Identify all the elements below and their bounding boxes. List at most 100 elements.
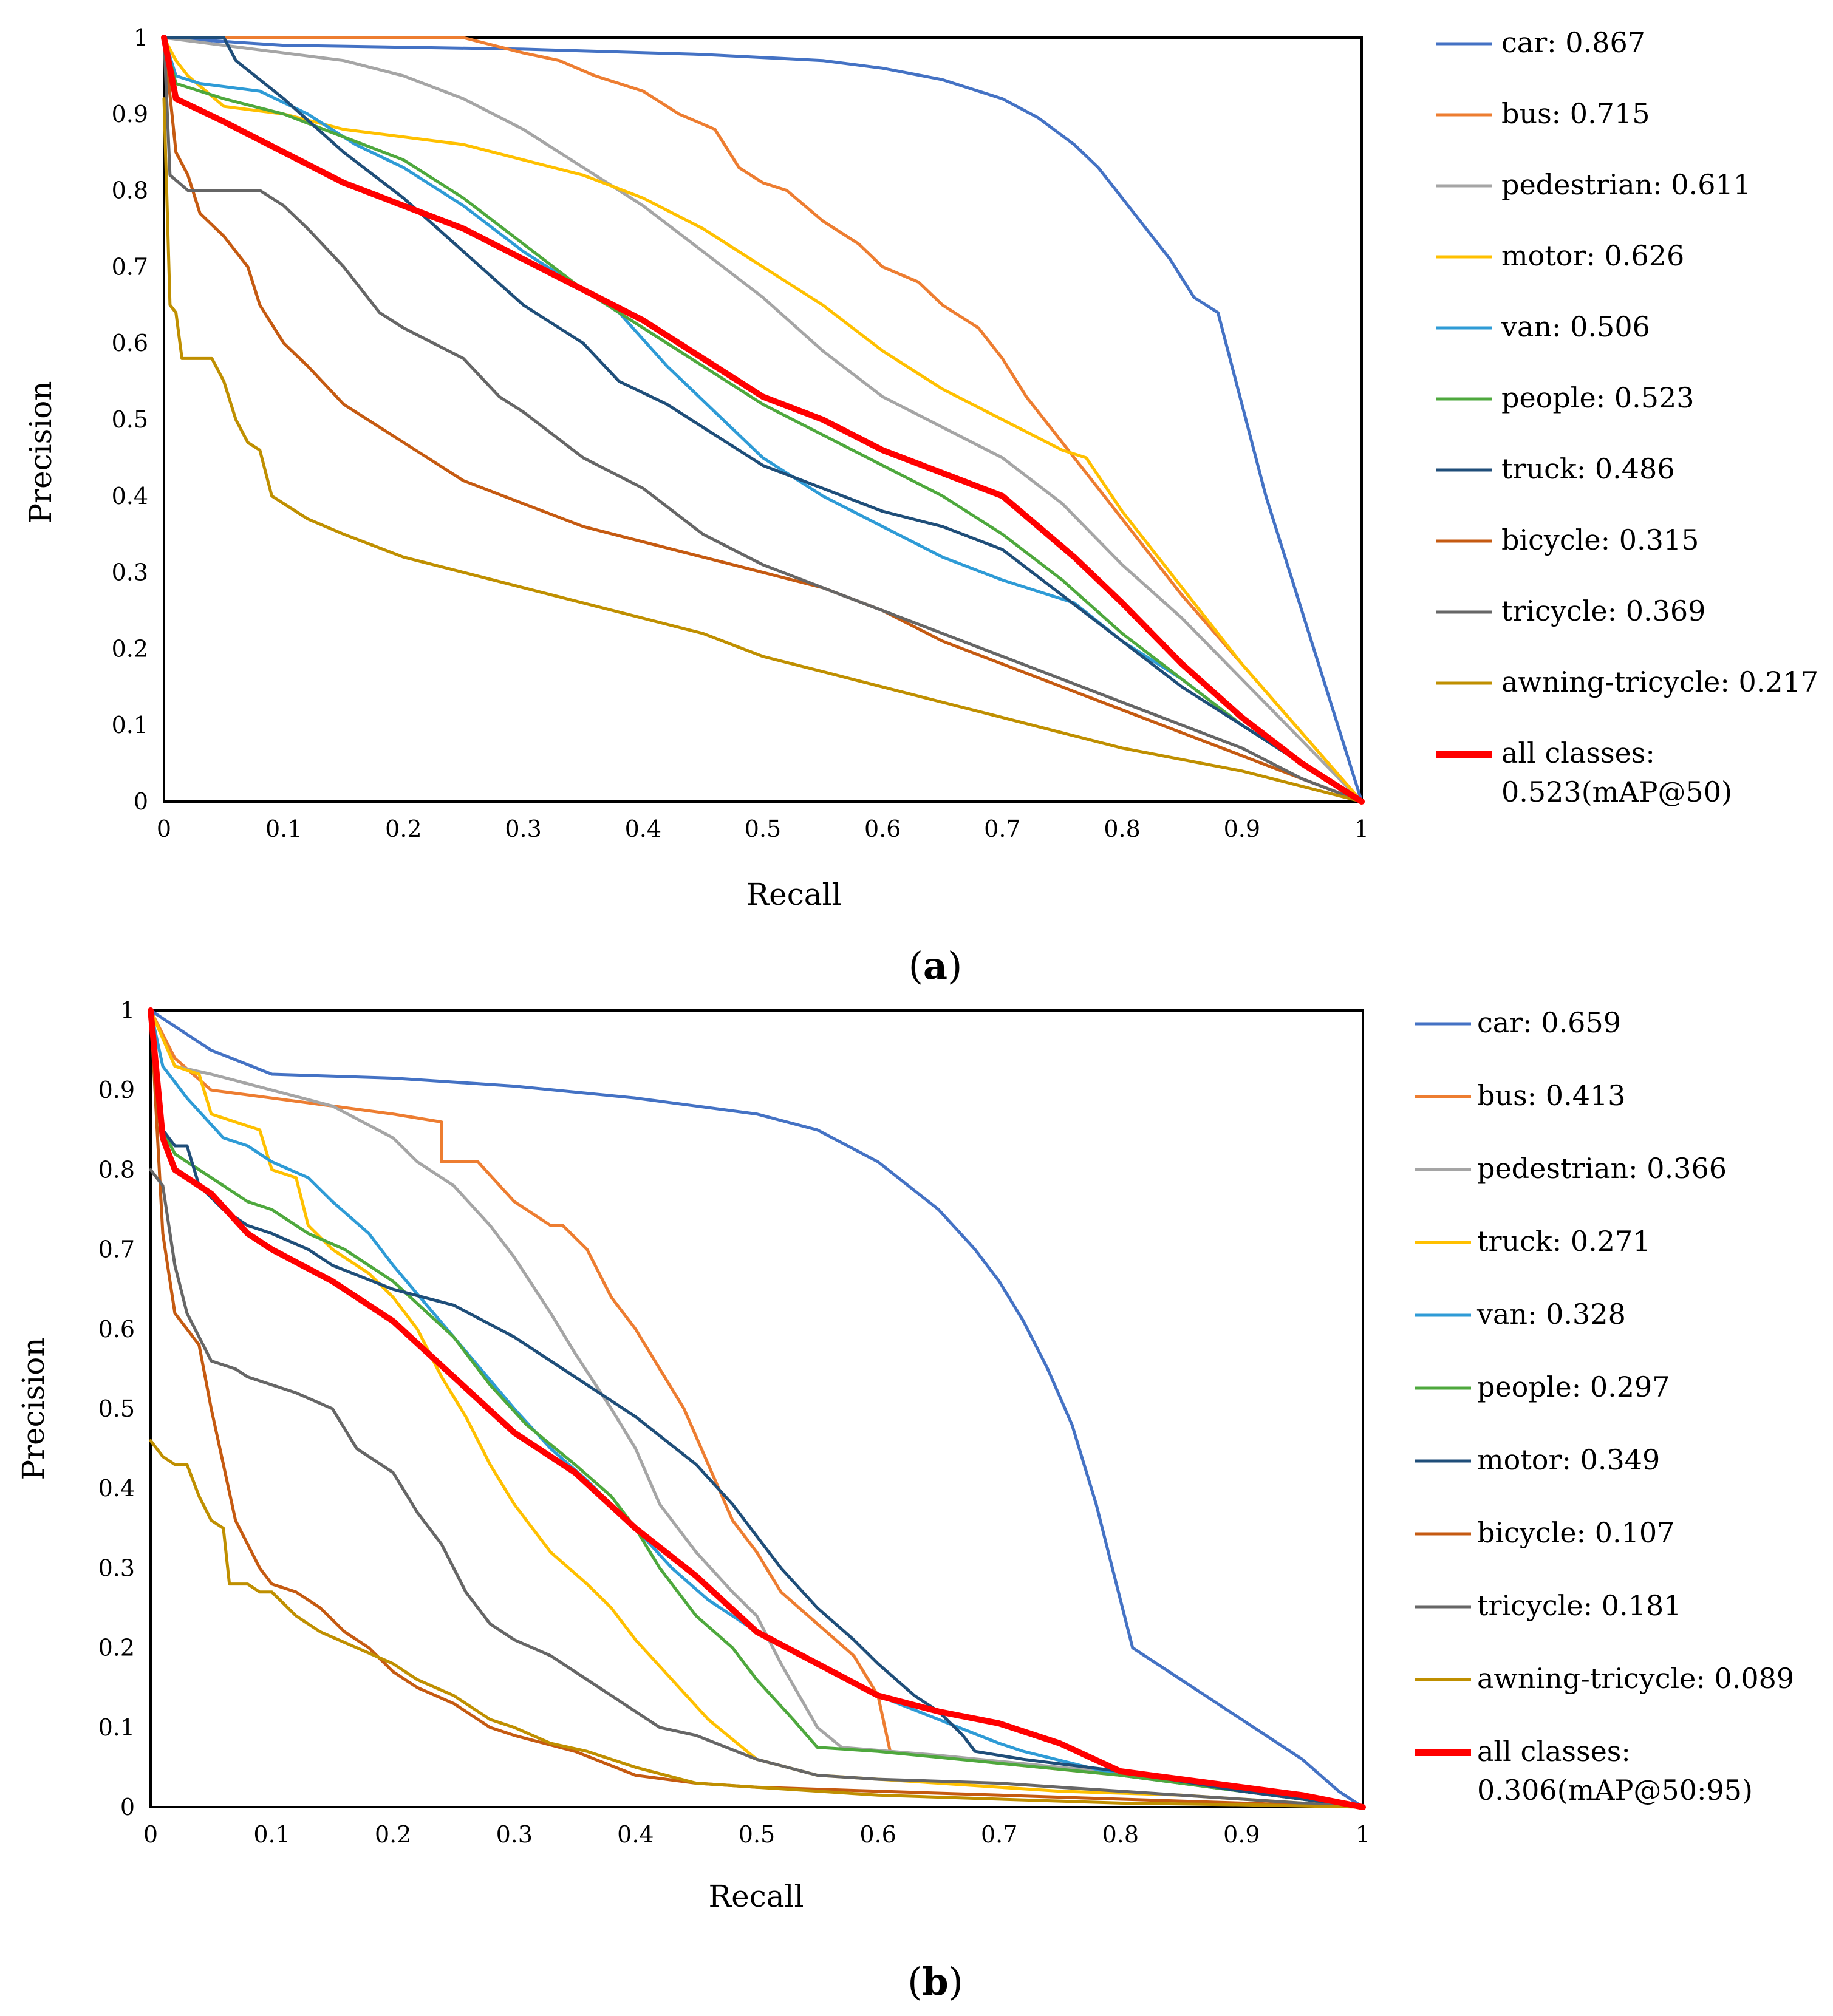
legend-label-bicycle: bicycle: 0.315 bbox=[1501, 523, 1699, 556]
legend-label-tricycle: tricycle: 0.369 bbox=[1501, 594, 1705, 627]
y-tick-label: 0.9 bbox=[98, 1077, 135, 1103]
legend-label-all-classes: all classes: bbox=[1501, 737, 1655, 769]
y-tick-label: 0.8 bbox=[98, 1156, 135, 1183]
chart-panel-b: 0 0.1 0.2 0.3 0.4 0.5 0.6 0.7 0.8 0.9 1 0 0.1 0.2 0.3… bbox=[16, 997, 1794, 2004]
y-tick-label: 0.5 bbox=[112, 406, 148, 433]
legend-label-people: people: 0.523 bbox=[1501, 381, 1695, 414]
x-tick-label: 0.6 bbox=[859, 1821, 896, 1848]
y-tick-label: 0.3 bbox=[98, 1555, 135, 1581]
legend-label-truck: truck: 0.271 bbox=[1477, 1225, 1651, 1258]
y-tick-label: 0.3 bbox=[112, 559, 148, 586]
x-tick-label: 0.4 bbox=[617, 1821, 654, 1848]
y-axis-title-a: Precision bbox=[23, 381, 58, 523]
legend-label-people: people: 0.297 bbox=[1477, 1371, 1670, 1403]
x-tick-label: 0.3 bbox=[496, 1821, 533, 1848]
y-tick-label: 0.7 bbox=[98, 1236, 135, 1263]
legend-label-pedestrian: pedestrian: 0.366 bbox=[1477, 1152, 1727, 1185]
legend-label-awning-tricycle: awning-tricycle: 0.089 bbox=[1477, 1662, 1794, 1695]
legend-label-car: car: 0.659 bbox=[1477, 1006, 1621, 1039]
x-tick-label: 0.4 bbox=[625, 816, 661, 842]
x-axis-title-a: Recall bbox=[746, 877, 841, 912]
y-tick-label: 0.4 bbox=[98, 1475, 135, 1502]
series-line-car bbox=[162, 36, 1364, 803]
legend-label-car: car: 0.867 bbox=[1501, 26, 1645, 59]
legend-b: car: 0.659 bus: 0.413 pedestrian: 0.366 tru… bbox=[1415, 1006, 1794, 1807]
y-tick-label: 0.8 bbox=[112, 177, 148, 204]
series-line-truck bbox=[162, 36, 1364, 803]
x-tick-label: 0.3 bbox=[505, 816, 541, 842]
x-tick-label: 0.6 bbox=[864, 816, 901, 842]
x-tick-label: 0.5 bbox=[745, 816, 781, 842]
x-tick-label: 0.1 bbox=[253, 1821, 290, 1848]
series-line-awning-tricycle bbox=[162, 97, 1364, 803]
x-tick-label: 0.2 bbox=[375, 1821, 411, 1848]
y-tick-label: 0.1 bbox=[112, 712, 148, 738]
legend-label-motor: motor: 0.626 bbox=[1501, 239, 1684, 272]
x-tick-label: 0.1 bbox=[265, 816, 302, 842]
legend-label-all-classes-line2: 0.523(mAP@50) bbox=[1501, 775, 1732, 808]
x-tick-label: 1 bbox=[1354, 816, 1369, 842]
y-tick-label: 0.9 bbox=[112, 101, 148, 128]
y-tick-label: 1 bbox=[134, 24, 148, 51]
x-tick-label: 0.2 bbox=[385, 816, 422, 842]
legend-label-bicycle: bicycle: 0.107 bbox=[1477, 1516, 1674, 1549]
x-tick-label: 0 bbox=[157, 816, 171, 842]
legend-label-awning-tricycle: awning-tricycle: 0.217 bbox=[1501, 666, 1818, 698]
x-tick-label: 0.8 bbox=[1104, 816, 1140, 842]
series-line-van bbox=[149, 1009, 1365, 1809]
y-tick-label: 0 bbox=[120, 1794, 135, 1820]
legend-label-tricycle: tricycle: 0.181 bbox=[1477, 1589, 1681, 1622]
y-tick-label: 0.2 bbox=[112, 635, 148, 662]
series-line-all-classes bbox=[148, 1007, 1366, 1810]
legend-label-van: van: 0.328 bbox=[1476, 1298, 1626, 1330]
series-line-bus bbox=[149, 1009, 1365, 1809]
y-tick-label: 0.5 bbox=[98, 1395, 135, 1422]
series-line-all-classes bbox=[161, 35, 1365, 805]
legend-label-pedestrian: pedestrian: 0.611 bbox=[1501, 168, 1751, 201]
series-line-pedestrian bbox=[162, 36, 1364, 803]
series-line-bus bbox=[162, 36, 1364, 803]
x-tick-label: 0 bbox=[143, 1821, 158, 1848]
x-tick-labels-a: 0 0.1 0.2 0.3 0.4 0.5 0.6 0.7 0.8 0.9 1 bbox=[157, 816, 1369, 842]
series-line-tricycle bbox=[149, 1168, 1365, 1809]
y-tick-label: 0.7 bbox=[112, 253, 148, 280]
chart-panel-a: 0 0.1 0.2 0.3 0.4 0.5 0.6 0.7 0.8 0.9 1 0 0.1 0.2 0.3… bbox=[23, 24, 1818, 988]
legend-label-bus: bus: 0.413 bbox=[1477, 1079, 1626, 1112]
series-line-bicycle bbox=[162, 36, 1364, 803]
series-layer-a bbox=[161, 35, 1365, 805]
y-tick-label: 0.1 bbox=[98, 1714, 135, 1741]
plot-frame-a bbox=[163, 36, 1363, 803]
y-tick-label: 0.4 bbox=[112, 483, 148, 509]
legend-label-all-classes-line2: 0.306(mAP@50:95) bbox=[1477, 1774, 1753, 1807]
y-axis-title-b: Precision bbox=[16, 1337, 51, 1480]
series-line-tricycle bbox=[162, 36, 1364, 803]
series-line-car bbox=[149, 1009, 1365, 1809]
y-tick-label: 0.2 bbox=[98, 1635, 135, 1661]
legend-label-all-classes: all classes: bbox=[1477, 1735, 1631, 1768]
series-line-pedestrian bbox=[149, 1009, 1365, 1809]
y-tick-label: 0.6 bbox=[112, 330, 148, 356]
y-tick-labels-a: 0 0.1 0.2 0.3 0.4 0.5 0.6 0.7 0.8 0.9 1 bbox=[112, 24, 148, 815]
legend-label-bus: bus: 0.715 bbox=[1501, 97, 1650, 130]
series-line-people bbox=[149, 1009, 1365, 1809]
y-tick-label: 0 bbox=[134, 788, 148, 815]
legend-label-van: van: 0.506 bbox=[1501, 310, 1650, 343]
panel-caption-b: (b) bbox=[907, 1960, 963, 2004]
x-tick-label: 0.7 bbox=[984, 816, 1020, 842]
y-tick-labels-b: 0 0.1 0.2 0.3 0.4 0.5 0.6 0.7 0.8 0.9 1 bbox=[98, 997, 135, 1820]
x-tick-labels-b: 0 0.1 0.2 0.3 0.4 0.5 0.6 0.7 0.8 0.9 1 bbox=[143, 1821, 1370, 1848]
x-axis-title-b: Recall bbox=[708, 1879, 804, 1914]
x-tick-label: 0.7 bbox=[981, 1821, 1017, 1848]
legend-label-truck: truck: 0.486 bbox=[1501, 452, 1675, 485]
plot-frame-b bbox=[149, 1009, 1364, 1808]
legend-label-motor: motor: 0.349 bbox=[1477, 1443, 1660, 1476]
y-tick-label: 0.6 bbox=[98, 1316, 135, 1343]
x-tick-label: 0.8 bbox=[1102, 1821, 1139, 1848]
x-tick-label: 0.5 bbox=[739, 1821, 775, 1848]
series-layer-b bbox=[148, 1007, 1366, 1810]
panel-caption-a: (a) bbox=[909, 944, 963, 988]
x-tick-label: 0.9 bbox=[1223, 1821, 1260, 1848]
legend-a: car: 0.867 bus: 0.715 pedestrian: 0.611 mot… bbox=[1436, 26, 1818, 808]
